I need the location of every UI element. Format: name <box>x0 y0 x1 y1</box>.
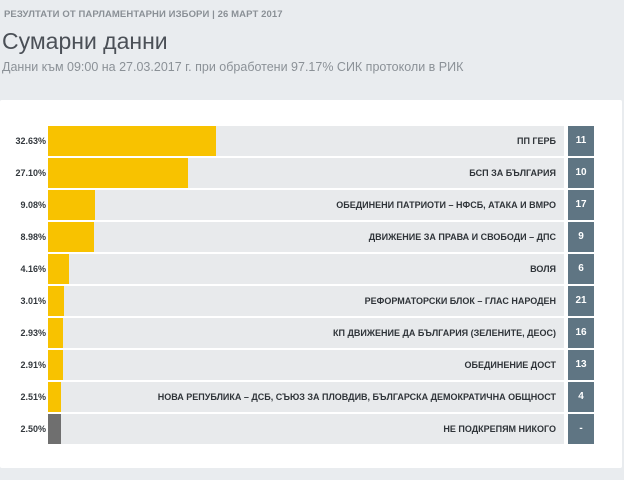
ballot-number-badge: 13 <box>568 350 594 380</box>
vote-percent-label: 8.98% <box>20 232 46 242</box>
vote-percent-label: 3.01% <box>20 296 46 306</box>
bar-track: ВОЛЯ <box>48 254 564 284</box>
section-kicker: РЕЗУЛТАТИ ОТ ПАРЛАМЕНТАРНИ ИЗБОРИ | 26 М… <box>4 9 283 20</box>
party-name-label: ОБЕДИНЕНИЕ ДОСТ <box>464 360 556 370</box>
ballot-number-badge: 9 <box>568 222 594 252</box>
results-chart: 32.63% ПП ГЕРБ 11 27.10% БСП ЗА БЪЛГАРИЯ 10 9.… <box>0 100 622 468</box>
result-row: 2.50% НЕ ПОДКРЕПЯМ НИКОГО - <box>0 414 622 444</box>
ballot-number-badge: 17 <box>568 190 594 220</box>
vote-percent-label: 4.16% <box>20 264 46 274</box>
vote-percent-label: 2.93% <box>20 328 46 338</box>
party-name-label: НОВА РЕПУБЛИКА – ДСБ, СЪЮЗ ЗА ПЛОВДИВ, Б… <box>157 392 556 402</box>
result-row: 2.91% ОБЕДИНЕНИЕ ДОСТ 13 <box>0 350 622 380</box>
bar-track: РЕФОРМАТОРСКИ БЛОК – ГЛАС НАРОДЕН <box>48 286 564 316</box>
vote-bar <box>48 126 217 156</box>
vote-bar <box>48 350 63 380</box>
ballot-number-badge: 16 <box>568 318 594 348</box>
party-name-label: ОБЕДИНЕНИ ПАТРИОТИ – НФСБ, АТАКА И ВМРО <box>336 200 556 210</box>
bar-track: ОБЕДИНЕНИЕ ДОСТ <box>48 350 564 380</box>
vote-percent-label: 2.91% <box>20 360 46 370</box>
ballot-number-badge: 6 <box>568 254 594 284</box>
bar-track: НОВА РЕПУБЛИКА – ДСБ, СЪЮЗ ЗА ПЛОВДИВ, Б… <box>48 382 564 412</box>
ballot-number-badge: 21 <box>568 286 594 316</box>
result-row: 32.63% ПП ГЕРБ 11 <box>0 126 622 156</box>
result-row: 2.51% НОВА РЕПУБЛИКА – ДСБ, СЪЮЗ ЗА ПЛОВД… <box>0 382 622 412</box>
vote-bar <box>48 158 188 188</box>
ballot-number-badge: 10 <box>568 158 594 188</box>
vote-bar <box>48 318 64 348</box>
page-subtitle: Данни към 09:00 на 27.03.2017 г. при обр… <box>2 60 464 74</box>
result-row: 2.93% КП ДВИЖЕНИЕ ДА БЪЛГАРИЯ (ЗЕЛЕНИТЕ, … <box>0 318 622 348</box>
bar-track: ОБЕДИНЕНИ ПАТРИОТИ – НФСБ, АТАКА И ВМРО <box>48 190 564 220</box>
bar-track: ПП ГЕРБ <box>48 126 564 156</box>
result-row: 3.01% РЕФОРМАТОРСКИ БЛОК – ГЛАС НАРОДЕН 21 <box>0 286 622 316</box>
bar-track: НЕ ПОДКРЕПЯМ НИКОГО <box>48 414 564 444</box>
vote-percent-label: 9.08% <box>20 200 46 210</box>
party-name-label: НЕ ПОДКРЕПЯМ НИКОГО <box>443 424 556 434</box>
vote-bar <box>48 254 70 284</box>
bar-track: БСП ЗА БЪЛГАРИЯ <box>48 158 564 188</box>
party-name-label: КП ДВИЖЕНИЕ ДА БЪЛГАРИЯ (ЗЕЛЕНИТЕ, ДЕОС) <box>333 328 556 338</box>
result-row: 4.16% ВОЛЯ 6 <box>0 254 622 284</box>
ballot-number-badge: 4 <box>568 382 594 412</box>
result-row: 8.98% ДВИЖЕНИЕ ЗА ПРАВА И СВОБОДИ – ДПС 9 <box>0 222 622 252</box>
party-name-label: БСП ЗА БЪЛГАРИЯ <box>469 168 556 178</box>
vote-percent-label: 27.10% <box>15 168 46 178</box>
party-name-label: РЕФОРМАТОРСКИ БЛОК – ГЛАС НАРОДЕН <box>364 296 556 306</box>
vote-percent-label: 2.50% <box>20 424 46 434</box>
result-row: 27.10% БСП ЗА БЪЛГАРИЯ 10 <box>0 158 622 188</box>
page-title: Сумарни данни <box>2 28 168 54</box>
party-name-label: ПП ГЕРБ <box>516 136 556 146</box>
page-header: РЕЗУЛТАТИ ОТ ПАРЛАМЕНТАРНИ ИЗБОРИ | 26 М… <box>0 0 624 96</box>
vote-bar <box>48 414 61 444</box>
vote-bar <box>48 382 61 412</box>
party-name-label: ВОЛЯ <box>530 264 556 274</box>
vote-percent-label: 32.63% <box>15 136 46 146</box>
vote-percent-label: 2.51% <box>20 392 46 402</box>
vote-bar <box>48 286 64 316</box>
ballot-number-badge: 11 <box>568 126 594 156</box>
ballot-number-badge: - <box>568 414 594 444</box>
result-row: 9.08% ОБЕДИНЕНИ ПАТРИОТИ – НФСБ, АТАКА И … <box>0 190 622 220</box>
bar-track: КП ДВИЖЕНИЕ ДА БЪЛГАРИЯ (ЗЕЛЕНИТЕ, ДЕОС) <box>48 318 564 348</box>
vote-bar <box>48 190 95 220</box>
bar-track: ДВИЖЕНИЕ ЗА ПРАВА И СВОБОДИ – ДПС <box>48 222 564 252</box>
party-name-label: ДВИЖЕНИЕ ЗА ПРАВА И СВОБОДИ – ДПС <box>368 232 556 242</box>
vote-bar <box>48 222 95 252</box>
